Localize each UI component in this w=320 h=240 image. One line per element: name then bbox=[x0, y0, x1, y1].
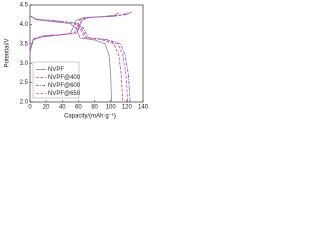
x-tick-label: 100 bbox=[106, 105, 117, 111]
x-tick-label: 0 bbox=[28, 105, 32, 111]
x-tick-label: 60 bbox=[75, 105, 82, 111]
y-tick-label: 4.0 bbox=[20, 22, 29, 28]
legend-label: NVPF bbox=[48, 67, 64, 73]
y-tick-label: 4.5 bbox=[20, 3, 29, 9]
x-tick-label: 40 bbox=[59, 105, 66, 111]
page: {"chart_data":{"type":"line", "xlabel":"… bbox=[4, 2, 149, 120]
x-tick-label: 120 bbox=[122, 105, 133, 111]
y-axis-label: Potential/V bbox=[5, 38, 11, 67]
x-tick-label: 80 bbox=[91, 105, 98, 111]
legend-label: NVPF@600 bbox=[48, 83, 81, 89]
legend-box bbox=[32, 61, 80, 99]
x-axis-label: Capacity/(mAh·g⁻¹) bbox=[64, 114, 116, 120]
plot-frame bbox=[29, 4, 144, 103]
x-tick-label: 140 bbox=[138, 105, 149, 111]
y-tick-label: 2.0 bbox=[20, 100, 29, 106]
legend-label: NVPF@400 bbox=[48, 75, 81, 81]
y-tick-label: 3.5 bbox=[20, 41, 29, 47]
y-tick-label: 2.5 bbox=[20, 80, 29, 86]
series-line bbox=[29, 12, 119, 103]
legend-label: NVPF@650 bbox=[48, 91, 81, 97]
y-tick-label: 3.0 bbox=[20, 61, 29, 67]
series-line bbox=[29, 12, 131, 103]
x-tick-label: 20 bbox=[43, 105, 50, 111]
chart: Capacity/(mAh·g⁻¹) Potential/V 0 20 40 60 80… bbox=[5, 3, 149, 120]
